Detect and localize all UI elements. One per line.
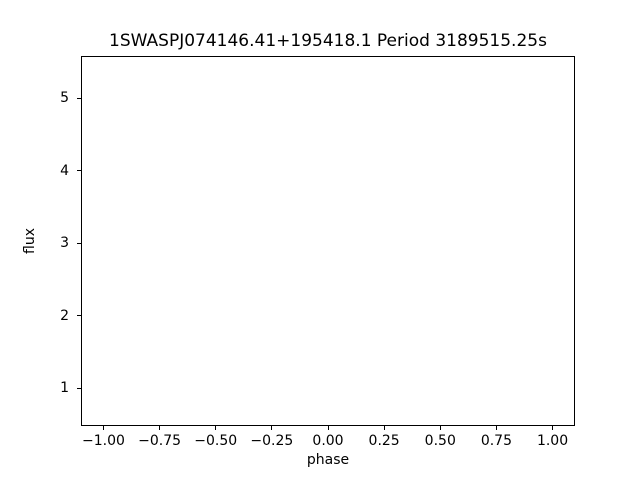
y-tick-mark [77,315,81,317]
y-tick-label: 2 [60,307,69,324]
x-tick-mark [327,426,329,430]
y-tick-mark [77,170,81,172]
x-tick-mark [495,426,497,430]
x-tick-label: −0.50 [194,433,238,449]
x-tick-label: 0.00 [312,433,344,449]
y-tick-label: 5 [60,90,69,107]
y-tick-mark [77,242,81,244]
x-tick-label: 0.50 [424,433,456,449]
x-tick-label: 1.00 [536,433,569,449]
x-tick-mark [552,426,554,430]
y-tick-mark [77,387,81,389]
x-tick-mark [439,426,441,430]
x-tick-mark [159,426,161,430]
x-tick-label: 0.75 [480,433,512,449]
x-tick-label: −1.00 [82,433,125,449]
x-tick-label: −0.75 [138,433,182,449]
y-tick-label: 1 [60,380,69,397]
x-tick-label: −0.25 [250,433,294,449]
x-tick-mark [383,426,385,430]
y-tick-label: 3 [60,235,69,252]
x-tick-label: 0.25 [368,433,400,449]
x-tick-mark [215,426,217,430]
x-tick-mark [271,426,273,430]
plot-area [81,56,575,426]
y-tick-mark [77,97,81,99]
y-tick-label: 4 [60,162,69,179]
x-tick-mark [102,426,104,430]
x-axis-label: phase [306,452,350,468]
